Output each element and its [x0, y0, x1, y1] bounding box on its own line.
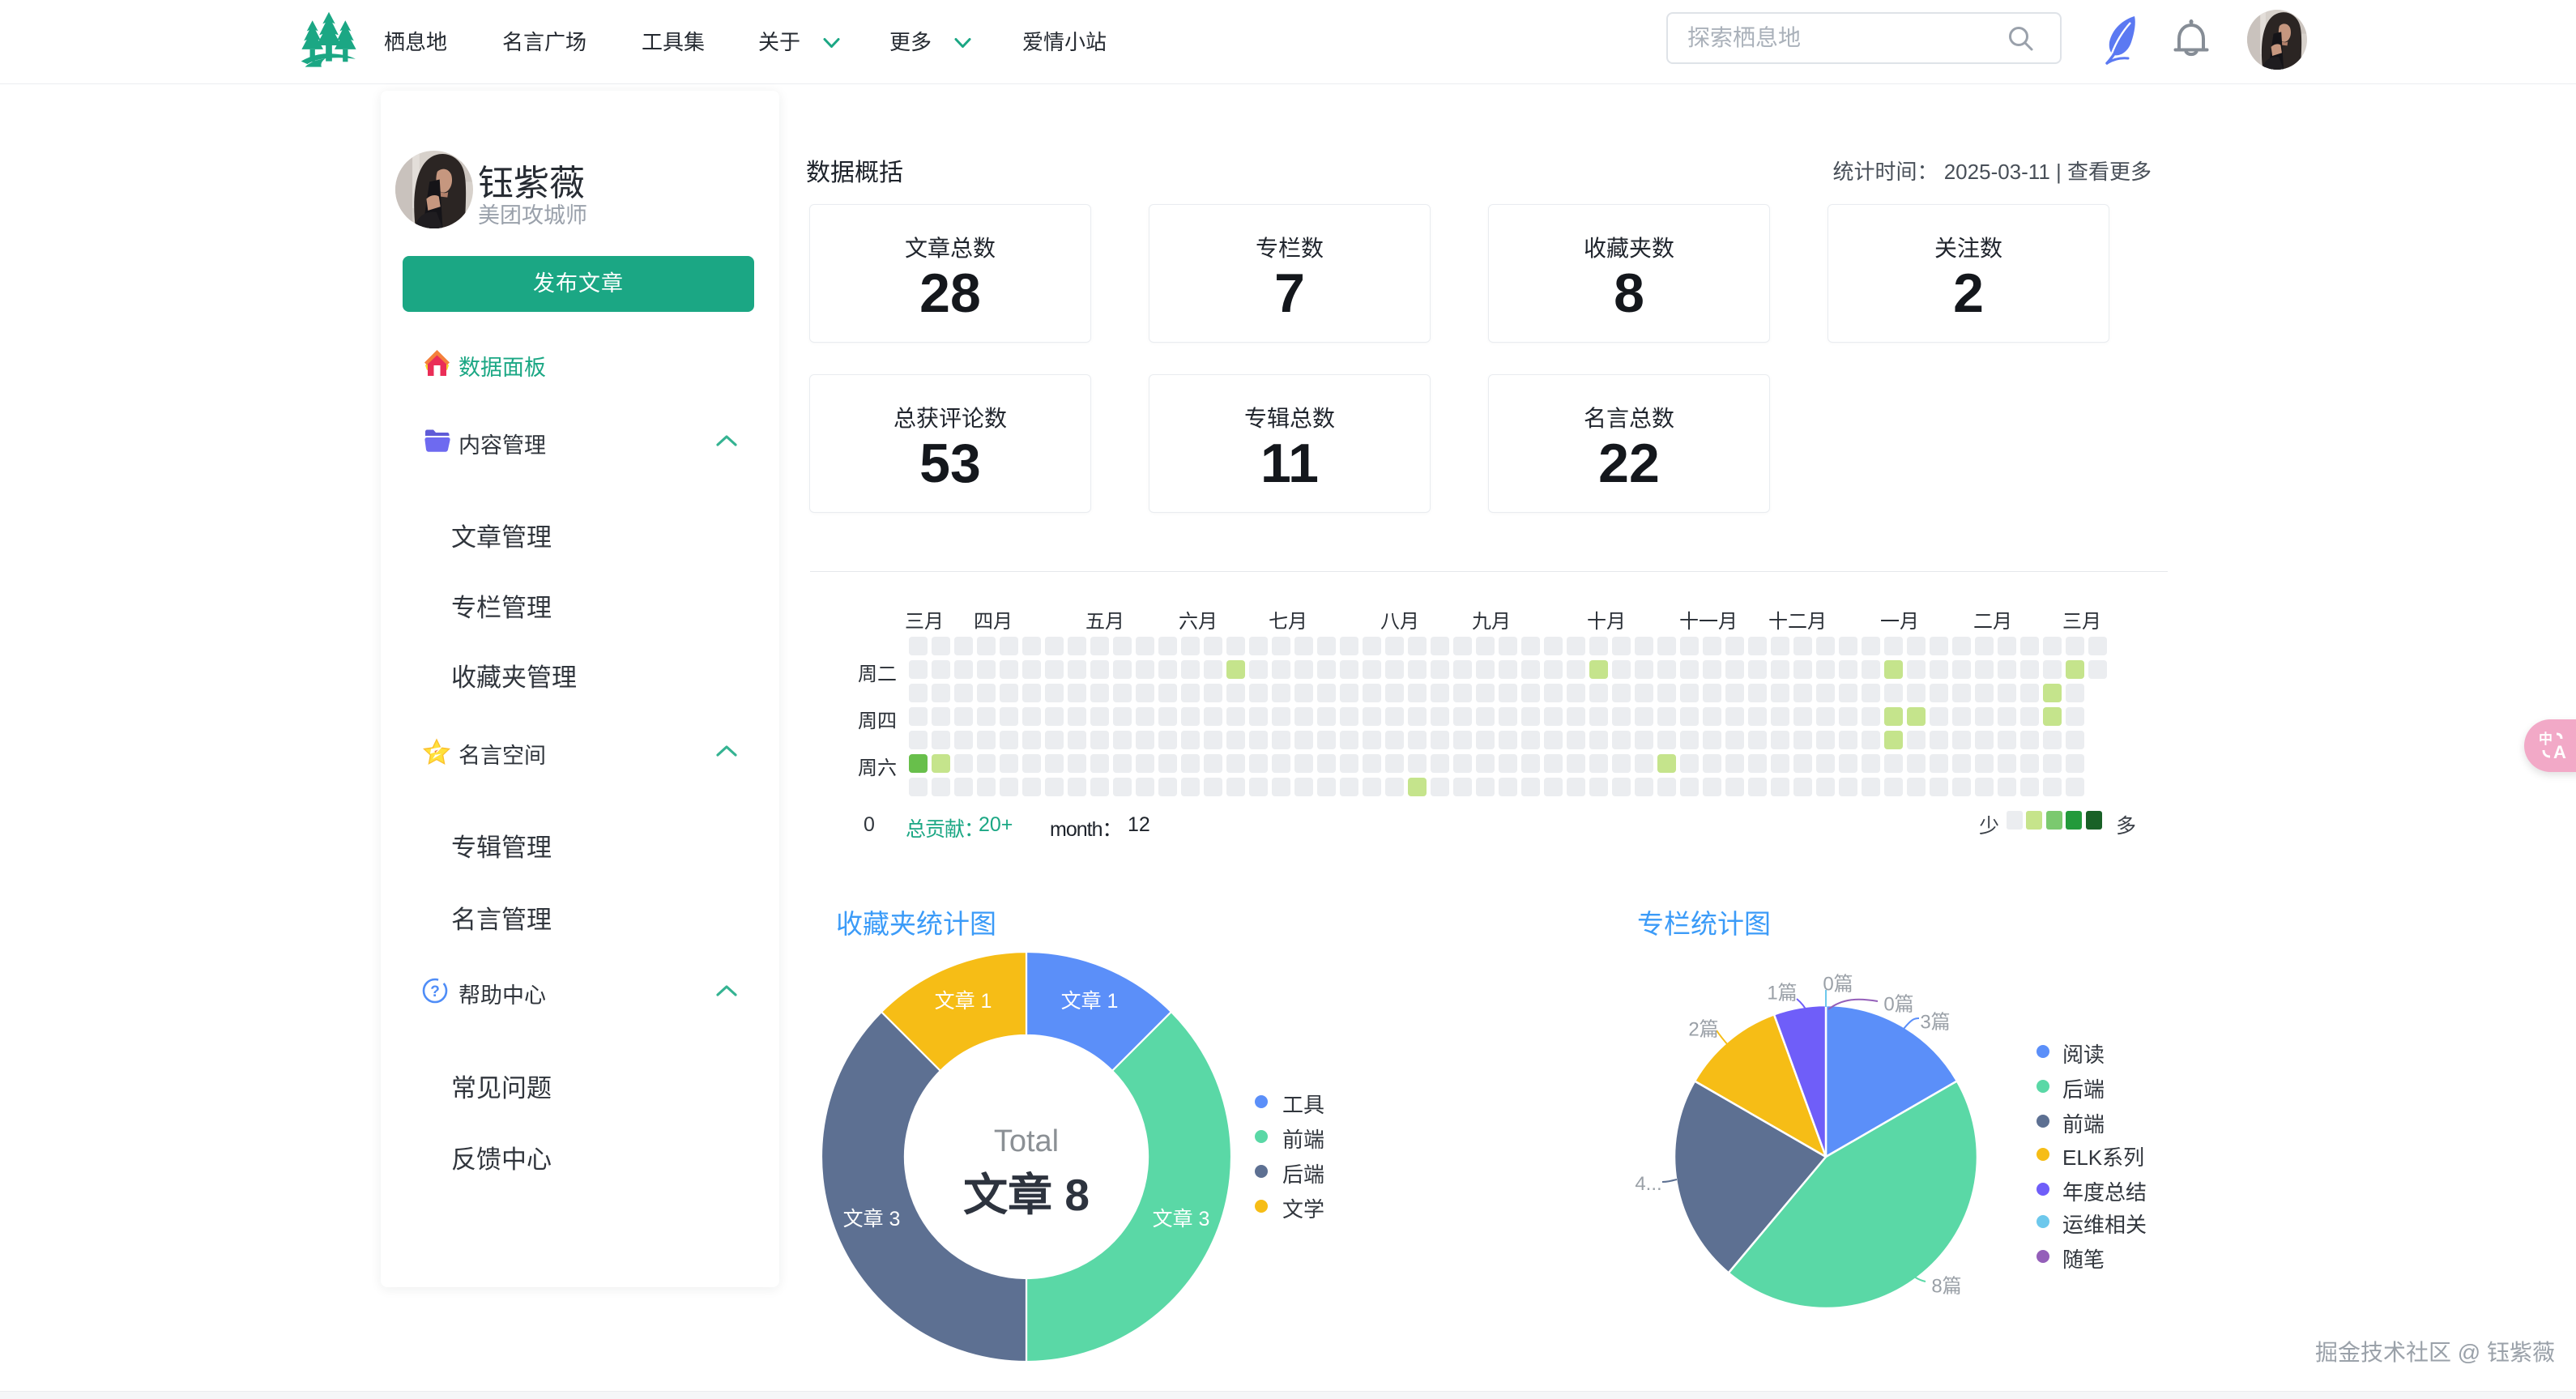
svg-text:?: ? [430, 983, 440, 1000]
svg-text:中: 中 [2539, 731, 2553, 747]
svg-text:A: A [2553, 742, 2566, 761]
